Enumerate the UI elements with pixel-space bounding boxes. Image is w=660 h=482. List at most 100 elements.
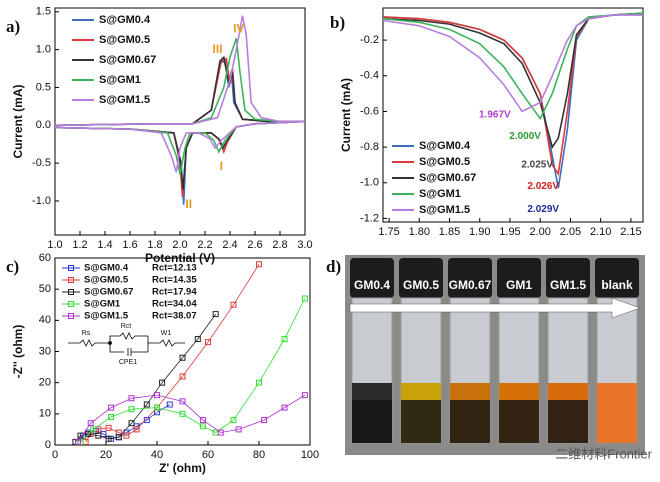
series-line xyxy=(382,12,644,149)
vial-label: GM1.5 xyxy=(550,278,586,292)
marker xyxy=(154,404,160,411)
annotation: 2.025V xyxy=(521,160,553,171)
marker xyxy=(256,261,262,268)
legend-rct: Rct=14.35 xyxy=(152,275,197,286)
annotation: 2.000V xyxy=(509,131,541,142)
legend-label: S@GM0.67 xyxy=(99,54,156,66)
marker xyxy=(199,423,206,430)
legend-label: S@GM0.67 xyxy=(84,287,133,298)
vial-sediment xyxy=(401,400,441,443)
legend-label: S@GM1.5 xyxy=(84,311,129,322)
marker xyxy=(105,424,112,431)
annotation: II xyxy=(185,197,192,211)
y-tick-label: -1.2 xyxy=(360,212,379,224)
vial-cap xyxy=(350,258,394,298)
marker xyxy=(281,404,288,411)
y-tick-label: -0.5 xyxy=(32,157,51,169)
marker xyxy=(235,426,242,433)
vial-label: GM0.5 xyxy=(403,278,439,292)
vial-sediment xyxy=(548,400,588,443)
marker xyxy=(74,438,81,445)
marker xyxy=(179,354,186,361)
marker xyxy=(281,336,288,343)
vial-label: blank xyxy=(601,278,633,292)
panel-label: b) xyxy=(330,13,345,32)
x-tick-label: 80 xyxy=(253,449,265,461)
marker xyxy=(212,311,219,318)
y-axis-label: -Z'' (ohm) xyxy=(11,325,25,379)
marker xyxy=(128,406,135,413)
legend-label: S@GM0.67 xyxy=(419,172,476,184)
marker xyxy=(128,420,135,427)
marker xyxy=(256,379,262,386)
vial-liquid xyxy=(597,383,637,443)
y-tick-label: -0.8 xyxy=(360,141,379,153)
x-tick-label: 1.90 xyxy=(469,226,490,238)
x-tick-label: 1.0 xyxy=(47,239,62,251)
marker xyxy=(123,432,130,439)
y-tick-label: -0.6 xyxy=(360,105,379,117)
legend-label: S@GM0.4 xyxy=(419,140,471,152)
marker xyxy=(133,426,140,433)
legend-marker xyxy=(68,265,74,271)
x-tick-label: 3.0 xyxy=(297,239,312,251)
legend-label: S@GM1 xyxy=(84,299,121,310)
vial-sediment xyxy=(352,400,392,443)
marker xyxy=(128,395,135,402)
marker xyxy=(105,435,112,442)
circuit-path xyxy=(68,332,185,347)
y-axis-label: Current (mA) xyxy=(339,78,353,152)
arrow xyxy=(349,297,641,319)
annotation: 1.967V xyxy=(479,110,511,121)
marker xyxy=(143,401,150,408)
x-tick-label: 1.4 xyxy=(97,239,112,251)
marker xyxy=(179,373,186,380)
y-tick-label: 1.5 xyxy=(36,6,51,18)
vial-label: GM1 xyxy=(506,278,532,292)
legend-label: S@GM1.5 xyxy=(419,204,470,216)
annotation: III xyxy=(212,42,222,56)
x-tick-label: 2.6 xyxy=(247,239,262,251)
legend-rct: Rct=17.94 xyxy=(152,287,197,298)
legend-label: S@GM1 xyxy=(419,188,461,200)
x-tick-label: 1.95 xyxy=(499,226,520,238)
vial-cap xyxy=(595,258,639,298)
circuit-diagram xyxy=(68,332,185,356)
series-line xyxy=(54,15,306,173)
circuit-label: CPE1 xyxy=(119,359,137,366)
x-tick-label: 2.05 xyxy=(560,226,581,238)
series-line xyxy=(85,263,260,443)
legend-marker xyxy=(68,277,74,283)
x-tick-label: 2.8 xyxy=(272,239,287,251)
legend-label: S@GM0.5 xyxy=(99,34,150,46)
x-tick-label: 1.75 xyxy=(378,226,399,238)
marker xyxy=(261,417,268,424)
marker xyxy=(159,379,166,386)
vial-label: GM0.4 xyxy=(354,278,390,292)
x-tick-label: 2.4 xyxy=(222,239,237,251)
marker xyxy=(85,431,92,438)
legend-rct: Rct=34.04 xyxy=(152,299,197,310)
y-tick-label: 40 xyxy=(39,314,51,326)
series-line xyxy=(75,313,217,443)
marker xyxy=(179,410,186,417)
vial-cap xyxy=(546,258,590,298)
y-tick-label: 50 xyxy=(39,283,51,295)
x-tick-label: 0 xyxy=(52,449,58,461)
circuit-label: W1 xyxy=(161,330,172,337)
watermark: 二维材料Frontier xyxy=(555,446,652,461)
marker xyxy=(230,301,237,308)
vial-cap xyxy=(399,258,443,298)
circuit-label: Rs xyxy=(82,330,91,337)
series-line xyxy=(54,59,306,205)
legend-marker xyxy=(68,301,74,307)
circuit-cpe xyxy=(109,343,149,356)
y-tick-label: -0.2 xyxy=(360,34,379,46)
annotation: IV xyxy=(233,21,244,35)
vial-label: GM0.67 xyxy=(449,278,492,292)
marker xyxy=(115,434,122,441)
marker xyxy=(143,417,150,424)
series-line xyxy=(382,14,643,113)
circuit-node xyxy=(108,341,112,345)
